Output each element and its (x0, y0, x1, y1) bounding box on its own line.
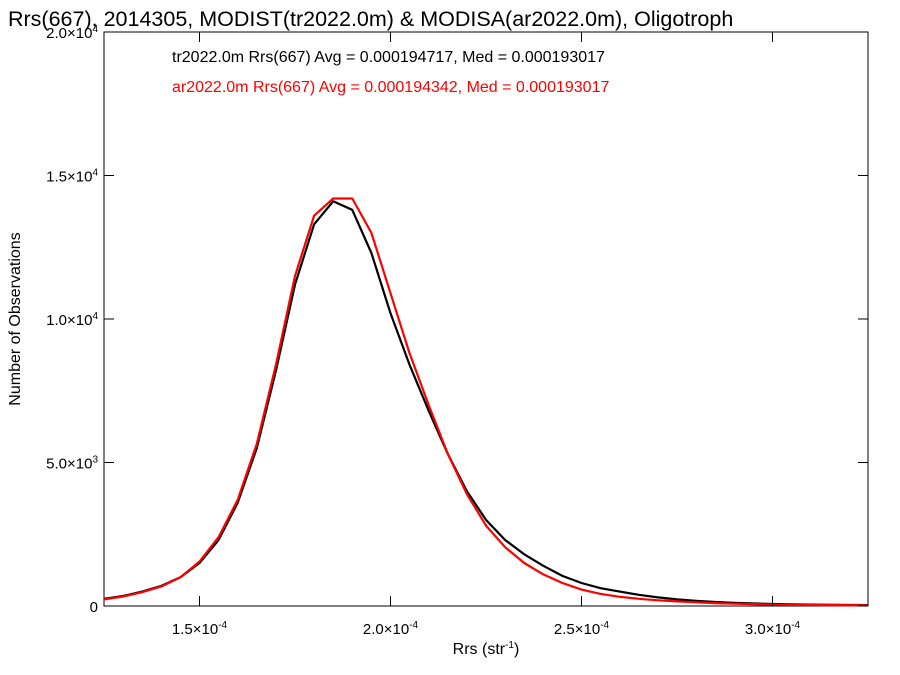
chart-title: Rrs(667), 2014305, MODIST(tr2022.0m) & M… (8, 7, 733, 31)
annotation-tr2022: tr2022.0m Rrs(667) Avg = 0.000194717, Me… (172, 49, 605, 66)
x-axis-label-text: Rrs (str (453, 641, 506, 658)
x-axis-label-close: ) (514, 641, 519, 658)
y-tick-label: 1.0×104 (46, 311, 98, 329)
y-tick-label: 5.0×103 (46, 455, 98, 473)
x-tick-label: 2.5×10-4 (554, 620, 610, 638)
x-tick-label: 2.0×10-4 (363, 620, 419, 638)
y-axis-label: Number of Observations (7, 232, 24, 405)
series-line-tr2022.0m (103, 200, 869, 607)
annotation-ar2022: ar2022.0m Rrs(667) Avg = 0.000194342, Me… (172, 79, 609, 96)
x-axis-label-exp: -1 (505, 640, 514, 651)
series-line-ar2022.0m (103, 197, 869, 607)
y-tick-label: 0 (90, 599, 98, 616)
ticks-layer: 1.5×10-4 2.0×10-4 2.5×10-4 3.0×10-4 0 5.0×103… (46, 24, 868, 638)
x-tick-label: 3.0×10-4 (745, 620, 801, 638)
series-layer (103, 197, 869, 607)
y-tick-label: 1.5×104 (46, 168, 98, 186)
x-axis-label: Rrs (str-1) (453, 640, 520, 658)
y-tick-label: 2.0×104 (46, 24, 98, 42)
x-tick-label: 1.5×10-4 (172, 620, 228, 638)
